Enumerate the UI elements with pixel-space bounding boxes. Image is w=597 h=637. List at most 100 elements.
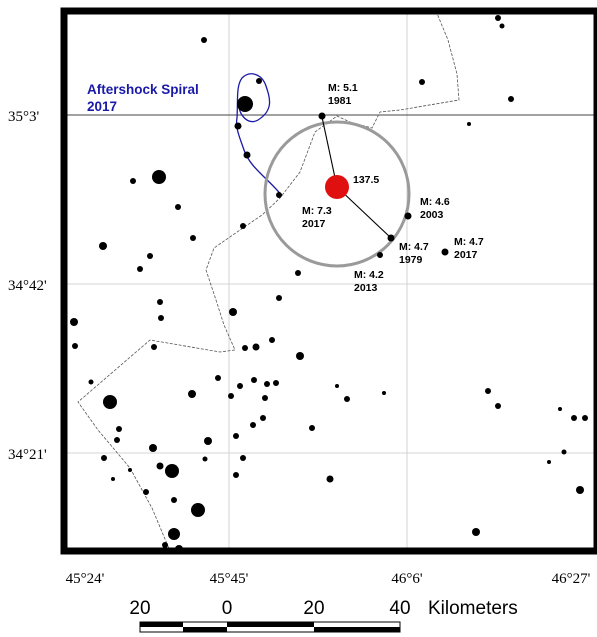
event-1981-magnitude: M: 5.1 — [328, 82, 358, 94]
epicenter-dot — [273, 380, 279, 386]
epicenter-dot — [276, 295, 282, 301]
lon-label-46-27: 46°27' — [552, 571, 591, 587]
search-radius-circle — [263, 120, 411, 268]
epicenter-dot — [441, 248, 449, 256]
mainshock-year-label: 2017 — [302, 218, 326, 230]
event-1979-year: 1979 — [399, 254, 423, 266]
epicenter-dot — [582, 415, 588, 421]
scale-label-20: 20 — [303, 598, 324, 619]
epicenter-dot — [114, 437, 120, 443]
epicenter-dot — [156, 462, 164, 470]
epicenter-dot — [547, 460, 551, 464]
epicenter-dot — [128, 468, 132, 472]
map-background — [64, 11, 597, 551]
epicenter-dot — [571, 415, 577, 421]
epicenter-dot — [250, 422, 256, 428]
scale-label-20-left: 20 — [129, 598, 150, 619]
epicenter-dot — [171, 497, 177, 503]
epicenter-dot — [237, 96, 253, 112]
border-line — [77, 10, 460, 552]
epicenter-dot — [149, 444, 157, 452]
epicenter-dot — [233, 433, 239, 439]
epicenter-dot — [130, 178, 136, 184]
event-1981-year: 1981 — [328, 95, 352, 107]
epicenter-dot — [240, 455, 246, 461]
epicenter-dot — [151, 344, 157, 350]
epicenter-dot — [242, 345, 248, 351]
epicenter-dot — [143, 489, 149, 495]
epicenter-dot — [88, 379, 94, 385]
aftershock-spiral-year: 2017 — [87, 99, 117, 114]
epicenter-dot — [165, 464, 179, 478]
lat-label-34-42: 34°42' — [8, 278, 47, 294]
epicenter-dot — [204, 437, 212, 445]
epicenter-dot — [387, 234, 395, 242]
epicenter-dot — [158, 315, 164, 321]
epicenter-dot — [508, 96, 514, 102]
epicenter-dot — [229, 308, 237, 316]
epicenter-dot — [309, 425, 315, 431]
lon-label-45-24: 45°24' — [66, 571, 105, 587]
epicenter-dot — [147, 253, 153, 259]
graticule — [64, 11, 597, 551]
lon-label-46-6: 46°6' — [391, 571, 422, 587]
epicenter-dots — [70, 15, 588, 553]
epicenter-dot — [495, 15, 501, 21]
epicenter-dot — [101, 455, 107, 461]
epicenter-dot — [243, 151, 251, 159]
mainshock-magnitude-label: M: 7.3 — [302, 205, 332, 217]
epicenter-dot — [99, 242, 107, 250]
scale-unit-label: Kilometers — [428, 598, 518, 619]
epicenter-dot — [344, 396, 350, 402]
epicenter-dot — [215, 375, 221, 381]
event-2013-year: 2013 — [354, 282, 378, 294]
map-frame — [60, 7, 597, 555]
epicenter-dot — [499, 23, 505, 29]
epicenter-dot — [377, 252, 383, 258]
epicenter-dot — [152, 170, 166, 184]
epicenter-dot — [168, 528, 180, 540]
epicenter-dot — [111, 477, 115, 481]
aftershock-spiral-label: Aftershock Spiral — [87, 82, 199, 97]
epicenter-dot — [188, 390, 196, 398]
event-2013-magnitude: M: 4.2 — [354, 269, 384, 281]
epicenter-dot — [485, 388, 491, 394]
event-2003-magnitude: M: 4.6 — [420, 196, 450, 208]
aftershock-spiral — [235, 73, 283, 197]
epicenter-dot — [191, 503, 205, 517]
scale-bar: 20 0 20 40 Kilometers — [129, 598, 518, 633]
lat-label-35-3: 35°3' — [8, 109, 39, 125]
epicenter-dot — [103, 395, 117, 409]
event-2003-year: 2003 — [420, 209, 444, 221]
epicenter-dot — [190, 235, 196, 241]
epicenter-dot — [237, 383, 243, 389]
epicenter-dot — [264, 381, 270, 387]
mainshock-marker[interactable] — [325, 175, 349, 199]
event-2017-magnitude: M: 4.7 — [454, 236, 484, 248]
epicenter-dot — [72, 343, 78, 349]
epicenter-dot — [296, 352, 304, 360]
epicenter-dot — [201, 37, 207, 43]
epicenter-dot — [256, 78, 262, 84]
epicenter-dot — [116, 426, 122, 432]
epicenter-dot — [70, 318, 78, 326]
event-1979-magnitude: M: 4.7 — [399, 241, 429, 253]
lat-label-34-21: 34°21' — [8, 447, 47, 463]
epicenter-dot — [262, 395, 268, 401]
epicenter-dot — [269, 337, 275, 343]
epicenter-dot — [335, 384, 339, 388]
epicenter-dot — [495, 403, 501, 409]
epicenter-dot — [326, 475, 334, 483]
epicenter-dot — [382, 391, 386, 395]
epicenter-dot — [419, 79, 425, 85]
epicenter-dot — [404, 212, 412, 220]
epicenter-dot — [260, 415, 266, 421]
scale-label-0: 0 — [222, 598, 233, 619]
epicenter-dot — [233, 472, 239, 478]
epicenter-dot — [295, 270, 301, 276]
epicenter-dot — [558, 407, 562, 411]
epicenter-dot — [276, 192, 282, 198]
epicenter-dot — [137, 266, 143, 272]
epicenter-dot — [318, 112, 326, 120]
